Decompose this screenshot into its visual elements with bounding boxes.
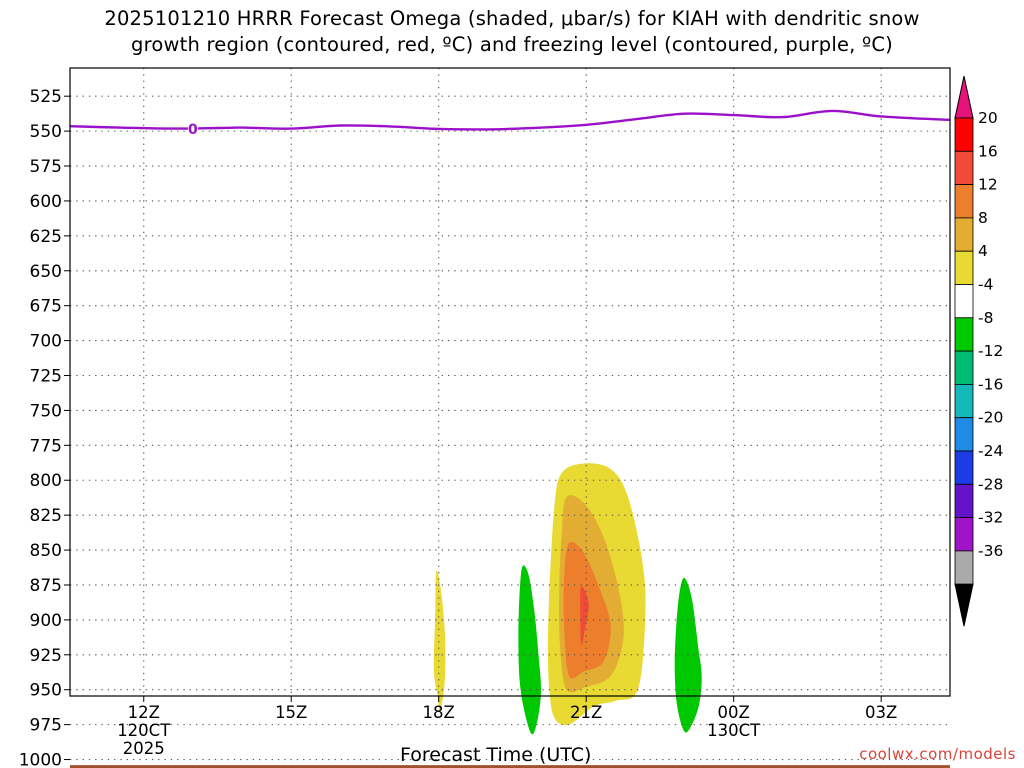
y-tick-label-900: 900 [30,611,62,631]
y-tick-label-825: 825 [30,506,62,526]
y-tick-label-925: 925 [30,646,62,666]
colorbar-swatch-11 [954,483,974,518]
contour-line-layer: 0 [69,109,951,138]
colorbar-label-13: -36 [978,542,1003,560]
x-tick-label-00Z: 00Z [718,703,750,722]
x-tick-sublabel-12Z-0: 120CT [117,721,171,740]
surface-bar [70,765,950,768]
freezing-level-label-bg [187,121,198,136]
colorbar-swatch-8 [954,383,974,419]
colorbar-swatch-7 [954,350,974,385]
chart-title: 2025101210 HRRR Forecast Omega (shaded, … [0,6,1024,58]
colorbar: 20 16 12 8 4 -4 -8 -12 -16 -20 -24 -28 -32 -36 [954,75,1003,627]
colorbar-swatch-13 [954,550,974,585]
y-tick-label-850: 850 [30,541,62,561]
x-tick-sublabel-00Z-0: 130CT [707,721,761,740]
colorbar-swatch-9 [954,417,974,452]
x-tick-label-03Z: 03Z [865,703,897,722]
y-tick-label-550: 550 [30,122,62,142]
plot-frame [69,67,951,697]
omega-shade-region-1 [518,565,542,735]
colorbar-label-4: 4 [978,242,988,260]
freezing-level-label: 0 [188,122,198,138]
y-tick-label-975: 975 [30,716,62,736]
colorbar-label-10: -24 [978,442,1003,460]
y-tick-label-675: 675 [30,297,62,317]
colorbar-label-9: -20 [978,409,1003,427]
colorbar-swatch-1 [954,150,974,186]
colorbar-swatch-10 [954,450,974,485]
x-tick-sublabel-12Z-1: 2025 [123,739,165,758]
x-tick-label-15Z: 15Z [275,703,307,722]
colorbar-label-6: -8 [978,309,993,327]
colorbar-label-7: -12 [978,342,1003,360]
colorbar-label-11: -28 [978,475,1003,493]
y-tick-label-625: 625 [30,227,62,247]
colorbar-swatch-12 [954,517,974,552]
x-axis-title: Forecast Time (UTC) [400,744,592,766]
y-tick-label-650: 650 [30,262,62,282]
colorbar-swatch-0 [954,117,974,152]
y-tick-label-700: 700 [30,332,62,352]
colorbar-label-1: 16 [978,142,998,160]
y-tick-label-575: 575 [30,157,62,177]
credit-link[interactable]: coolwx.com/models [859,745,1016,763]
grid-layer [70,68,950,761]
omega-shade-region-0 [433,570,446,712]
colorbar-label-5: -4 [978,276,993,294]
y-tick-label-800: 800 [30,471,62,491]
y-tick-label-950: 950 [30,681,62,701]
colorbar-label-12: -32 [978,509,1003,527]
colorbar-swatch-3 [954,217,974,252]
colorbar-under-arrow [954,583,974,627]
colorbar-swatch-5 [954,284,974,319]
colorbar-over-arrow [954,75,974,119]
colorbar-swatch-2 [954,184,974,219]
chart-title-line1: 2025101210 HRRR Forecast Omega (shaded, … [104,7,920,30]
y-tick-label-750: 750 [30,401,62,421]
chart-title-line2: growth region (contoured, red, ºC) and f… [131,33,893,56]
x-tick-label-18Z: 18Z [423,703,455,722]
y-tick-label-775: 775 [30,436,62,456]
colorbar-label-8: -16 [978,375,1003,393]
colorbar-label-3: 8 [978,209,988,227]
y-tick-label-725: 725 [30,367,62,387]
omega-shading-layer [70,463,950,768]
x-tick-label-21Z: 21Z [570,703,602,722]
y-axis: 525 550 575 600 625 650 675 700 725 750 775 800 825 8… [19,87,70,768]
colorbar-swatch-4 [954,250,974,285]
y-tick-label-600: 600 [30,192,62,212]
freezing-level-line [69,109,951,131]
y-tick-label-875: 875 [30,576,62,596]
colorbar-label-2: 12 [978,176,998,194]
y-tick-label-1000: 1000 [19,751,62,768]
x-tick-label-12Z: 12Z [128,703,160,722]
y-tick-label-525: 525 [30,87,62,107]
omega-shade-region-5 [580,586,589,646]
colorbar-label-0: 20 [978,109,998,127]
colorbar-swatch-6 [954,317,974,352]
